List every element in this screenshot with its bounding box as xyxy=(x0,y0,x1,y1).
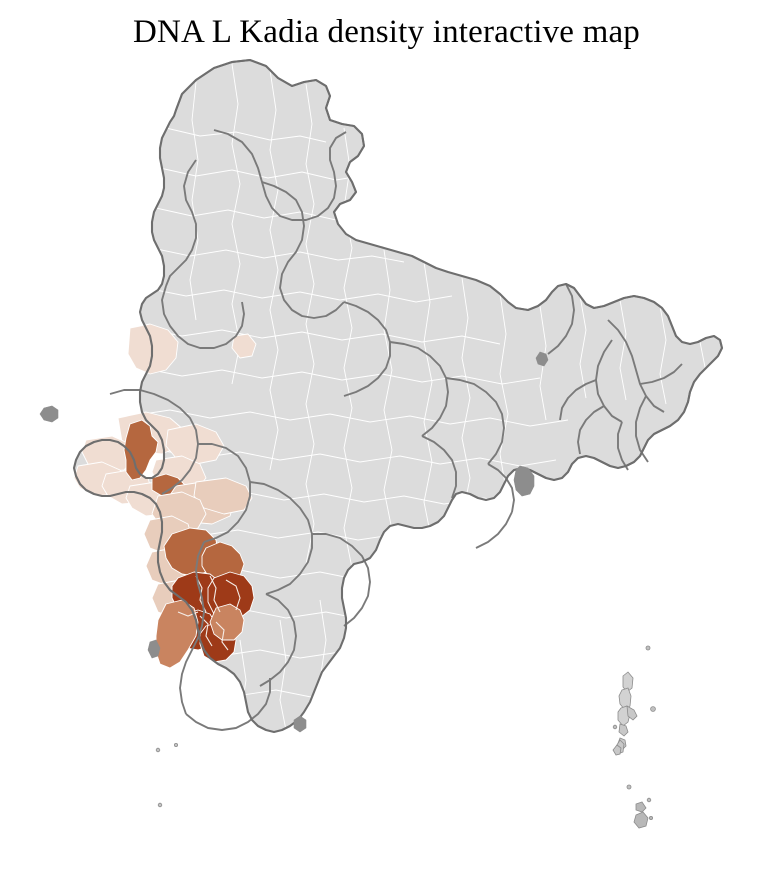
district-grid-layer xyxy=(79,63,707,777)
district-region xyxy=(231,333,257,359)
district-region xyxy=(123,419,159,481)
dark-coastal-districts xyxy=(39,351,549,733)
konkan-coast-accent xyxy=(147,639,161,659)
district-region xyxy=(165,423,225,465)
district-region xyxy=(209,603,245,641)
page-title: DNA L Kadia density interactive map xyxy=(132,14,641,50)
north-accent xyxy=(535,351,549,367)
district-region xyxy=(155,599,199,669)
country-outline-layer xyxy=(72,58,724,734)
sundarbans-district xyxy=(513,465,535,497)
highlighted-districts-layer[interactable] xyxy=(73,323,257,669)
east-coast-accent xyxy=(293,715,307,733)
lakshadweep-islands xyxy=(155,743,178,808)
island-territories-layer xyxy=(155,645,656,829)
kutch-tip-district xyxy=(39,405,59,423)
andaman-nicobar-islands xyxy=(612,645,656,829)
state-boundaries-layer xyxy=(109,59,723,731)
